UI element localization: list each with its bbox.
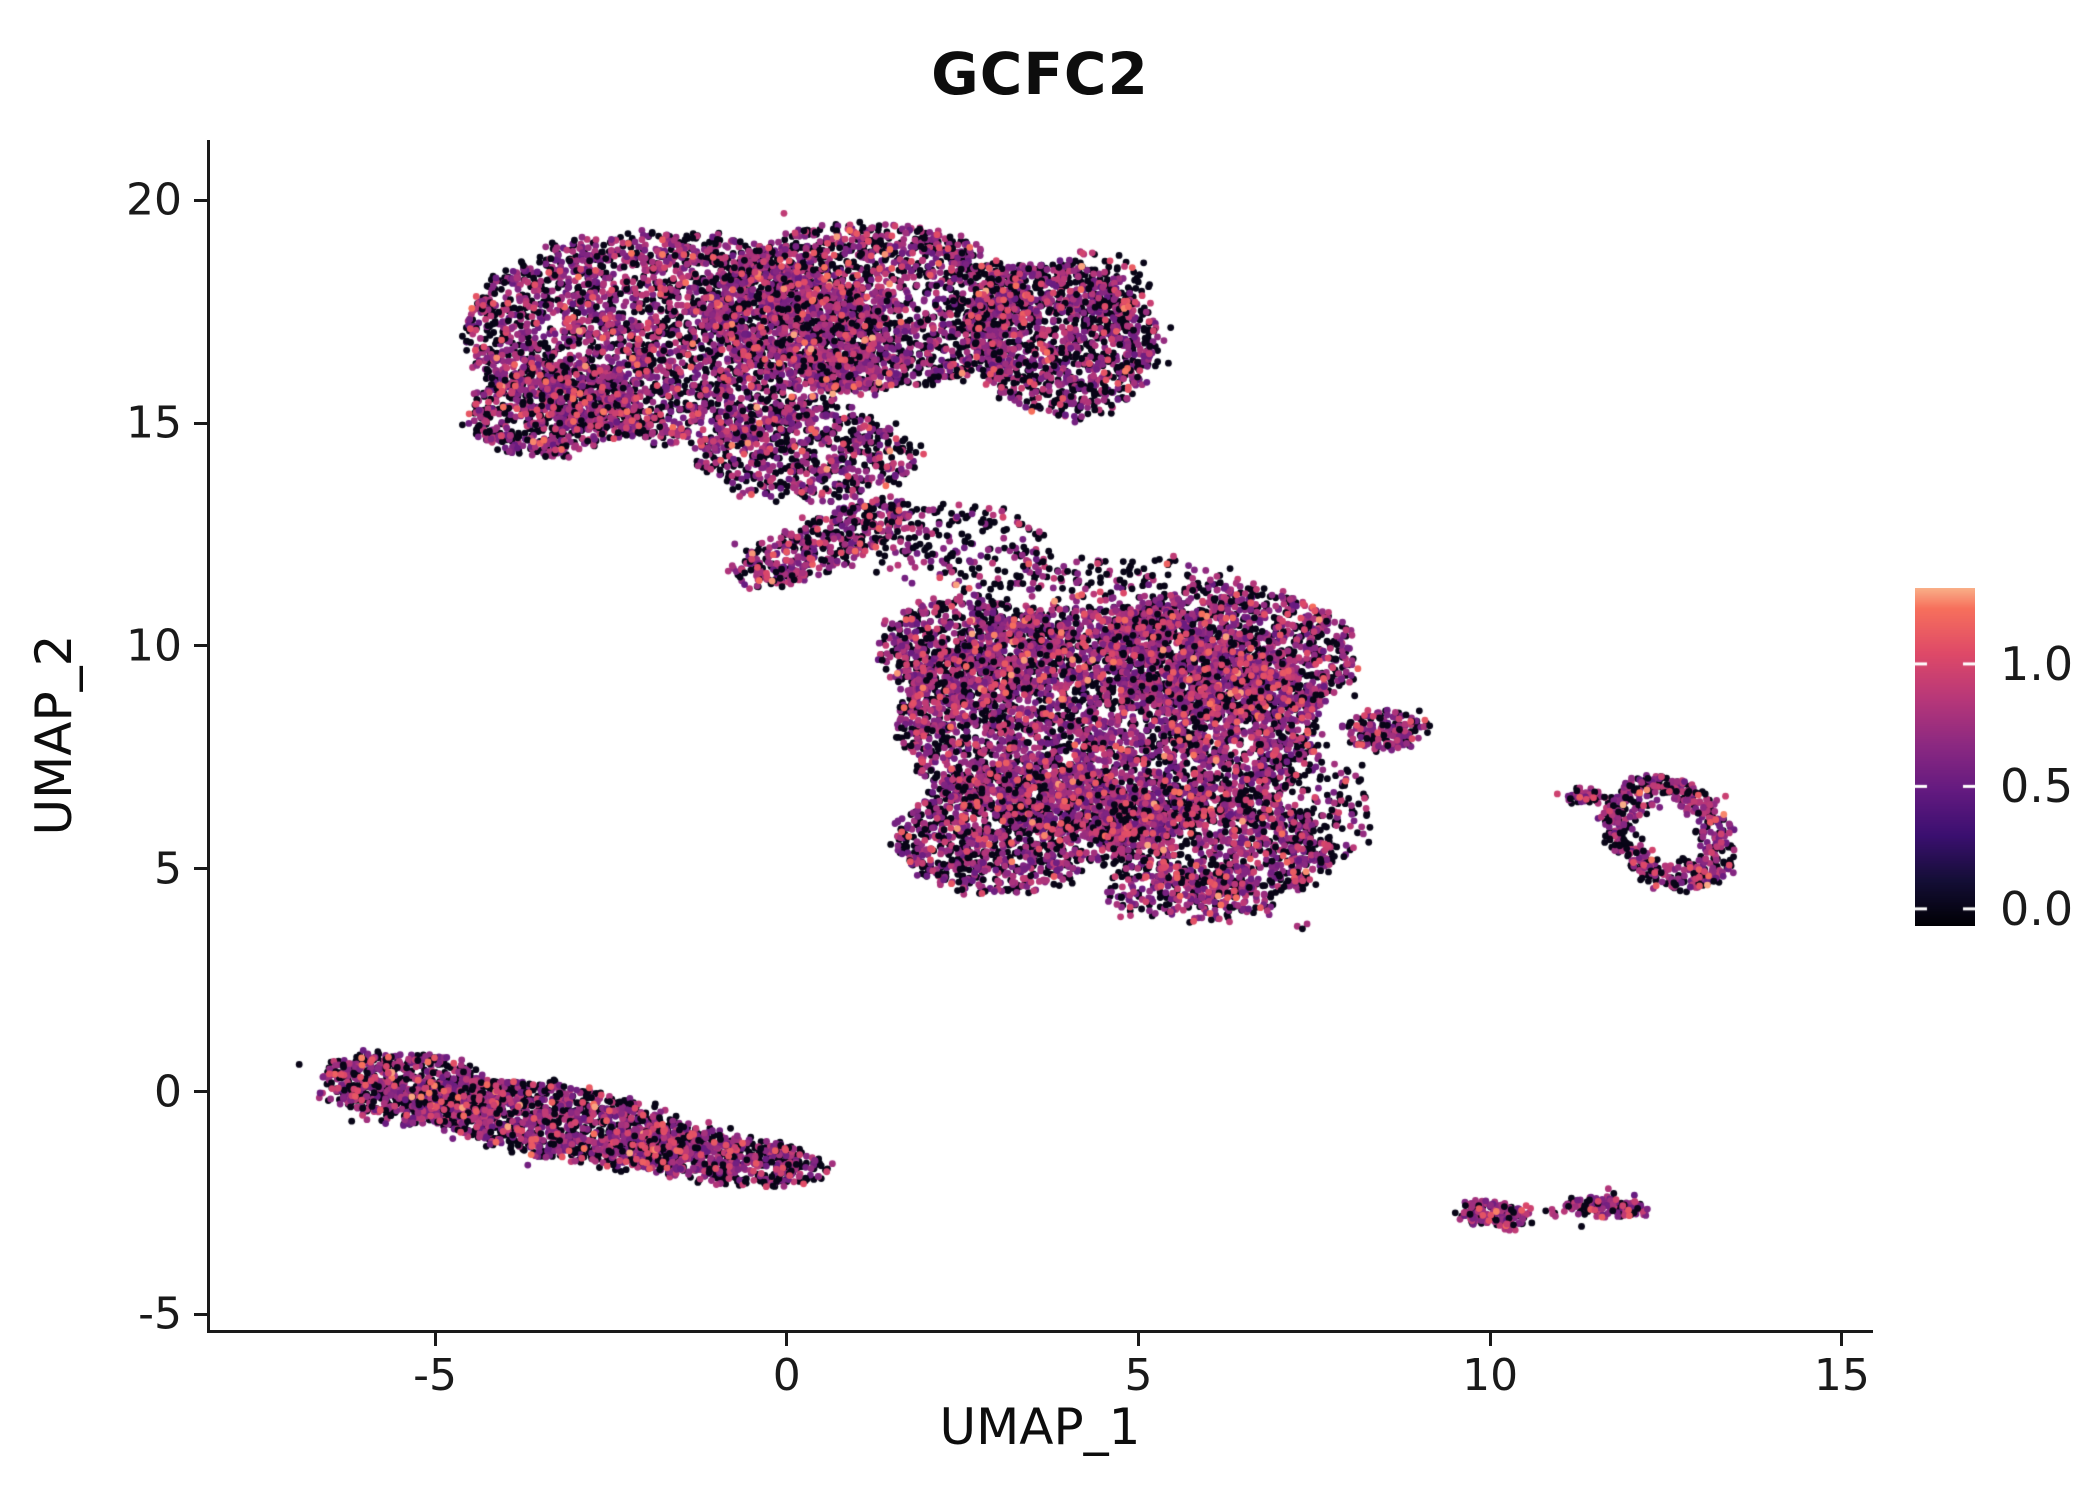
y-axis-tick	[194, 198, 210, 202]
y-axis-tick	[194, 421, 210, 425]
x-tick-label: 0	[772, 1350, 801, 1401]
y-axis-tick	[194, 644, 210, 648]
colorbar	[1915, 588, 1975, 926]
x-tick-label: 15	[1813, 1350, 1870, 1401]
y-axis-line	[207, 140, 210, 1333]
x-tick-label: -5	[413, 1350, 458, 1401]
x-axis-tick	[785, 1330, 789, 1346]
y-tick-label: 20	[126, 174, 182, 226]
colorbar-tick-label: 1.0	[2000, 636, 2074, 691]
x-tick-label: 10	[1462, 1350, 1519, 1401]
x-axis-tick	[1488, 1330, 1492, 1346]
x-axis-tick	[1840, 1330, 1844, 1346]
y-tick-label: -5	[138, 1288, 182, 1340]
y-tick-label: 15	[126, 397, 182, 449]
y-axis-tick	[194, 867, 210, 871]
y-tick-label: 5	[154, 843, 182, 895]
y-axis-tick	[194, 1090, 210, 1094]
x-axis-tick	[1136, 1330, 1140, 1346]
x-tick-label: 5	[1124, 1350, 1153, 1401]
y-tick-label: 10	[126, 620, 182, 672]
y-axis-tick	[194, 1312, 210, 1316]
y-tick-label: 0	[154, 1066, 182, 1118]
colorbar-tick-label: 0.5	[2000, 759, 2074, 814]
x-axis-tick	[433, 1330, 437, 1346]
colorbar-tick-label: 0.0	[2000, 881, 2074, 936]
x-axis-line	[207, 1330, 1873, 1333]
